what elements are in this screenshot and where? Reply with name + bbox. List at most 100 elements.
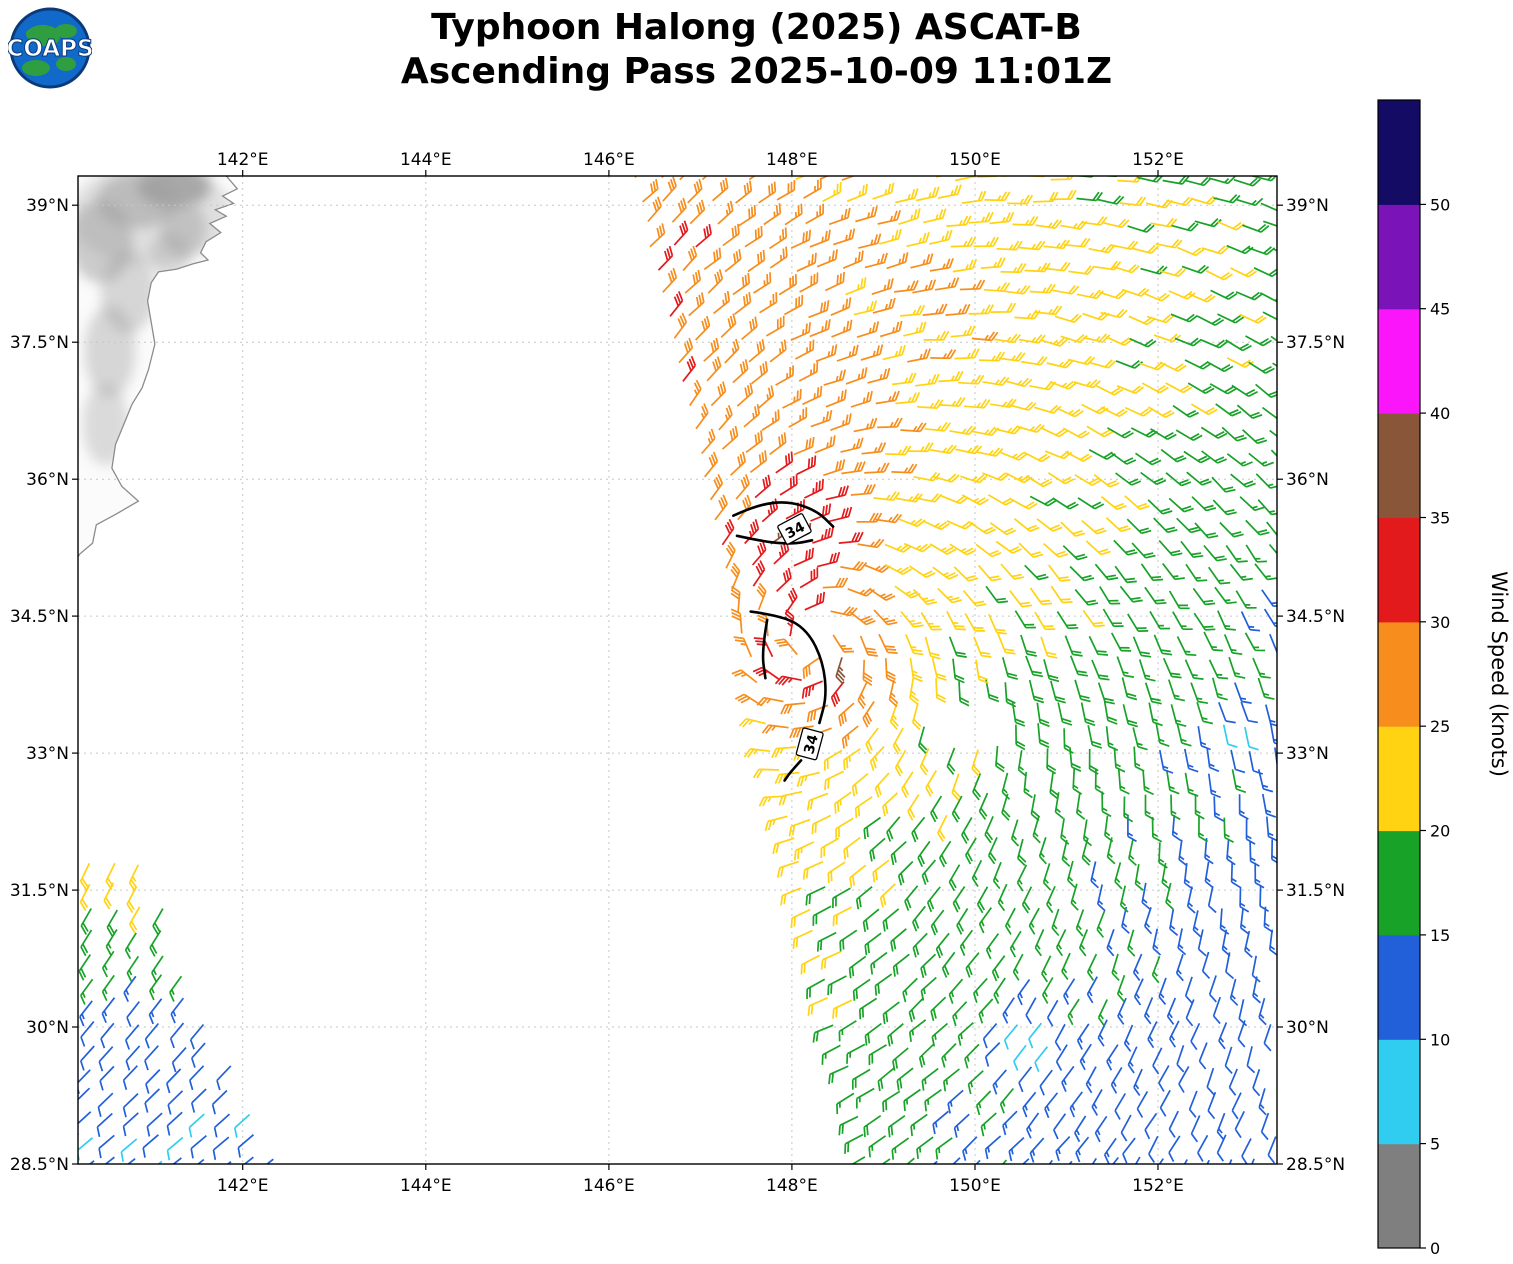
wind-barb <box>1110 632 1132 652</box>
wind-barb <box>864 462 890 474</box>
wind-barb <box>882 908 900 932</box>
wind-barb <box>1197 1134 1209 1162</box>
wind-barb <box>1046 885 1056 914</box>
wind-barb <box>1050 176 1074 181</box>
wind-barb <box>752 666 780 680</box>
wind-barb <box>806 978 826 1000</box>
wind-barb <box>146 1112 163 1137</box>
wind-barb <box>1177 928 1187 956</box>
wind-barb <box>157 1160 163 1164</box>
wind-barb <box>873 609 898 626</box>
wind-barb <box>924 421 951 432</box>
wind-barb <box>769 339 787 363</box>
wind-barb <box>1040 337 1068 347</box>
wind-barb <box>990 302 1017 313</box>
wind-barb <box>682 355 697 382</box>
y-tick-label: 33°N <box>1286 744 1329 764</box>
wind-barb <box>868 1044 887 1066</box>
wind-barb <box>1054 1023 1066 1051</box>
wind-barb <box>873 491 901 502</box>
wind-barb <box>634 176 638 178</box>
wind-barb <box>1166 196 1194 207</box>
x-tick-label: 148°E <box>766 1176 818 1196</box>
wind-barb <box>908 997 925 1023</box>
wind-barb <box>1063 728 1074 754</box>
wind-barb <box>759 292 778 314</box>
wind-barb <box>1180 540 1204 559</box>
wind-barb <box>995 540 1022 554</box>
wind-barb <box>808 300 830 319</box>
wind-barb <box>166 1111 183 1136</box>
wind-barb <box>1209 383 1237 395</box>
wind-barb <box>706 356 722 382</box>
wind-barb <box>1064 635 1083 657</box>
wind-barb <box>957 1021 974 1046</box>
wind-barb <box>1162 657 1182 679</box>
wind-barb <box>775 451 794 474</box>
wind-barb <box>858 997 878 1020</box>
wind-barb <box>975 1159 981 1164</box>
terrain-shading <box>84 305 136 397</box>
wind-barb <box>816 249 838 268</box>
wind-barb <box>1184 772 1199 797</box>
wind-barb <box>1004 907 1016 935</box>
wind-barb <box>1218 1022 1228 1050</box>
wind-barb <box>761 409 780 432</box>
wind-barb <box>1012 953 1024 981</box>
wind-barb <box>831 319 853 338</box>
wind-barb <box>1003 1024 1019 1050</box>
wind-barb <box>1112 264 1140 274</box>
wind-barb <box>1254 862 1265 889</box>
wind-barb <box>827 975 847 996</box>
wind-barb <box>862 908 880 932</box>
wind-barb <box>144 1088 160 1113</box>
wind-barb <box>840 560 868 572</box>
wind-barb <box>1214 586 1237 605</box>
wind-barb <box>1230 267 1258 278</box>
wind-barb <box>714 494 728 521</box>
wind-barb <box>1101 791 1112 818</box>
wind-barb <box>971 749 981 777</box>
wind-barb <box>724 249 742 273</box>
wind-barb <box>812 905 832 926</box>
wind-barb <box>1000 451 1028 461</box>
wind-barb <box>1206 1067 1215 1096</box>
wind-barb <box>832 999 853 1019</box>
colorbar-tick-label: 20 <box>1430 822 1450 841</box>
wind-barb <box>106 909 119 937</box>
wind-barb <box>903 321 927 337</box>
wind-barb <box>1049 772 1060 800</box>
wind-barb <box>720 313 737 338</box>
wind-barb <box>1168 1135 1181 1162</box>
y-tick-label: 31.5°N <box>1286 881 1345 901</box>
wind-barb <box>961 190 987 204</box>
wind-barb <box>864 1022 882 1046</box>
wind-barb <box>704 451 719 478</box>
wind-barb <box>1210 289 1238 300</box>
globe-land-shape <box>25 24 61 47</box>
wind-barb <box>1050 585 1073 604</box>
wind-barb <box>1251 1158 1255 1164</box>
wind-barb <box>758 795 784 807</box>
wind-barb <box>810 503 832 522</box>
wind-barb <box>1153 333 1182 343</box>
wind-barb <box>1176 636 1197 657</box>
wind-barb <box>950 236 977 248</box>
wind-barb <box>869 745 885 771</box>
wind-barb <box>687 178 703 204</box>
wind-barb <box>887 1115 906 1138</box>
wind-barb <box>771 746 797 758</box>
wind-barb <box>915 493 943 503</box>
wind-barb <box>1104 815 1114 843</box>
wind-barb <box>914 373 940 387</box>
wind-barb <box>947 1089 964 1114</box>
wind-barb <box>851 1156 866 1164</box>
wind-barb <box>1248 452 1275 467</box>
wind-barb <box>830 413 852 431</box>
wind-barb <box>803 178 822 199</box>
wind-barb <box>776 567 792 593</box>
wind-barb <box>881 1158 891 1164</box>
wind-barb <box>122 1092 139 1118</box>
wind-barb <box>907 794 920 821</box>
